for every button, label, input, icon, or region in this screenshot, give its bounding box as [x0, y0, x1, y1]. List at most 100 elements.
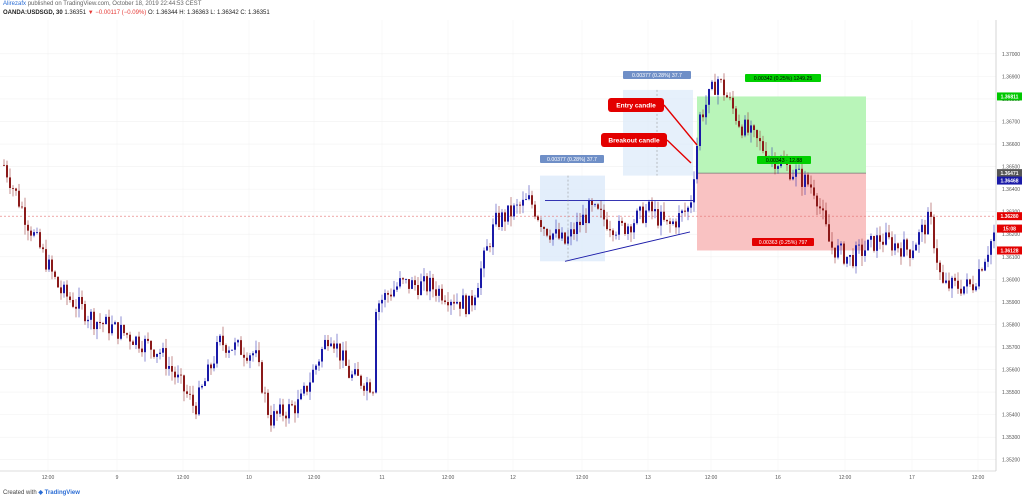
candle-body — [144, 338, 146, 353]
candle-body — [684, 210, 686, 212]
candle-body — [447, 302, 449, 306]
price-axis: 1.370001.369001.368001.367001.366001.365… — [995, 20, 1022, 471]
candle-body — [231, 349, 233, 351]
candle-body — [390, 294, 392, 297]
candle-body — [906, 239, 908, 250]
candle-body — [3, 164, 5, 166]
candle-body — [681, 210, 683, 214]
candle-body — [867, 239, 869, 251]
candle-body — [48, 259, 50, 270]
candle-body — [165, 348, 167, 369]
candle-body — [471, 295, 473, 306]
support-trendline — [564, 231, 691, 262]
candle-body — [186, 391, 188, 394]
candle-body — [66, 284, 68, 297]
range-label-2-bg — [623, 71, 691, 79]
candle-body — [633, 223, 635, 233]
price-tick-label: 1.36500 — [1002, 165, 1020, 171]
candle-body — [978, 269, 980, 287]
candle-body — [120, 324, 122, 339]
candle-body — [297, 399, 299, 414]
candle-body — [72, 299, 74, 307]
candle-body — [717, 79, 719, 95]
candle-body — [321, 349, 323, 362]
candle-body — [474, 297, 476, 306]
candle-body — [507, 205, 509, 222]
price-tick-label: 1.36900 — [1002, 74, 1020, 80]
candle-body — [525, 199, 527, 200]
candle-body — [423, 276, 425, 282]
candle-body — [60, 287, 62, 294]
candle-body — [375, 311, 377, 393]
price-label-bg — [997, 176, 1022, 185]
price-tick-label: 1.36000 — [1002, 277, 1020, 283]
candle-body — [501, 212, 503, 227]
tradingview-logo[interactable]: ◆ TradingView — [38, 490, 80, 496]
candle-body — [534, 204, 536, 217]
candle-body — [396, 286, 398, 290]
price-label: 1.36811 — [1001, 94, 1019, 100]
annotations: 0.00377 (0.28%) 37.7 0.00377 (0.28%) 37.7… — [540, 71, 821, 262]
entry-callout-pointer — [663, 104, 698, 146]
candle-body — [141, 348, 143, 353]
candle-body — [804, 174, 806, 187]
candle-body — [969, 279, 971, 285]
candle-body — [951, 277, 953, 289]
candle-body — [279, 404, 281, 414]
candle-body — [522, 199, 524, 206]
candle-body — [312, 369, 314, 383]
candle-body — [102, 323, 104, 325]
price-tick-label: 1.35900 — [1002, 300, 1020, 306]
candle-body — [918, 232, 920, 245]
price-tick-label: 1.35600 — [1002, 368, 1020, 374]
candle-body — [840, 243, 842, 246]
candle-body — [348, 365, 350, 378]
candle-body — [387, 293, 389, 295]
candle-body — [264, 392, 266, 394]
candle-body — [597, 204, 599, 209]
candle-body — [570, 229, 572, 237]
candle-body — [930, 211, 932, 217]
candle-body — [582, 214, 584, 226]
price-change: ▼ −0.00117 (−0.09%) — [87, 10, 147, 16]
candle-body — [435, 289, 437, 296]
candle-body — [411, 280, 413, 289]
candle-body — [414, 280, 416, 286]
time-tick-label: 12 — [510, 475, 516, 481]
candle-body — [450, 301, 452, 306]
candle-body — [741, 126, 743, 136]
time-tick-label: 12:00 — [705, 475, 718, 481]
stop-loss-zone — [697, 173, 866, 251]
price-label-bg — [997, 169, 1022, 178]
candle-body — [87, 319, 89, 322]
brand-name: TradingView — [44, 490, 80, 496]
candle-body — [108, 316, 110, 334]
candle-body — [207, 364, 209, 382]
candle-body — [63, 284, 65, 294]
candle-body — [723, 79, 725, 96]
candle-body — [480, 268, 482, 288]
candle-body — [612, 230, 614, 236]
author-link[interactable]: Alirezafx — [3, 1, 27, 7]
candle-body — [333, 343, 335, 349]
candle-body — [564, 232, 566, 244]
candle-body — [750, 125, 752, 133]
publish-info: Alirezafx published on TradingView.com, … — [3, 1, 201, 7]
candle-body — [885, 232, 887, 245]
candle-body — [945, 280, 947, 283]
price-label-bg — [997, 92, 1022, 101]
candle-body — [864, 250, 866, 256]
symbol-info: OANDA:USDSGD, 30 1.36351 ▼ −0.00117 (−0.… — [3, 10, 270, 16]
candle-body — [267, 392, 269, 415]
candle-body — [123, 324, 125, 334]
candle-body — [984, 261, 986, 271]
candle-body — [30, 230, 32, 236]
candle-body — [669, 221, 671, 224]
breakout-callout-pointer — [666, 139, 692, 164]
publish-text: published on TradingView.com, October 18… — [27, 1, 202, 7]
candle-body — [975, 286, 977, 291]
candle-body — [663, 211, 665, 220]
candle-body — [150, 340, 152, 350]
candle-body — [627, 226, 629, 234]
